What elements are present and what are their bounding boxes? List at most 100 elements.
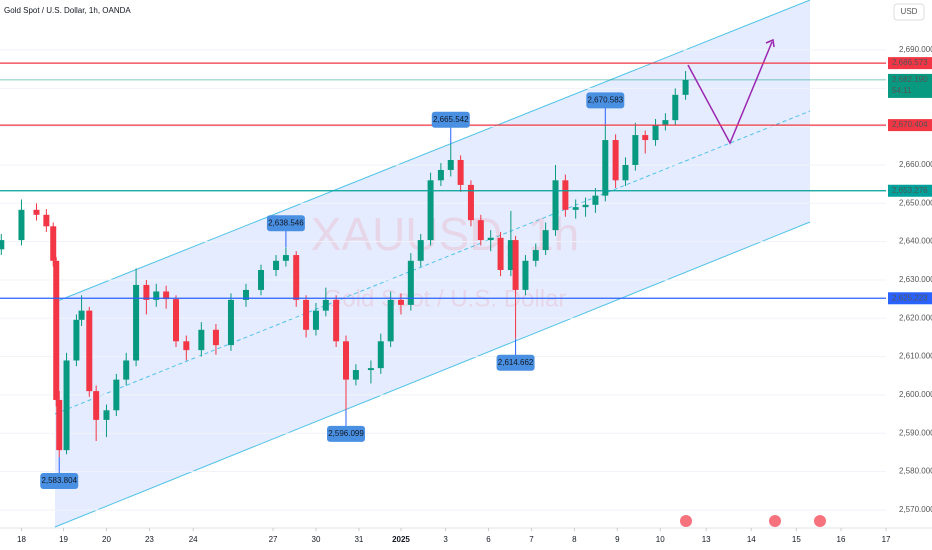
candle-body [582,204,589,208]
candle-body [397,299,404,305]
annotation-box [431,111,470,128]
candle-body [477,220,484,241]
y-tick-label: 2,580.000 [899,467,932,476]
y-tick-label: 2,620.000 [899,313,932,322]
channel-middle [54,110,811,415]
x-tick-label: 10 [656,535,665,544]
x-tick-label: 14 [747,535,756,544]
x-tick-label: 18 [17,535,26,544]
candle-body [43,214,50,227]
candle-body [352,370,359,380]
candle-body [427,180,434,241]
candle-body [312,310,319,330]
candle-body [662,120,669,126]
candle-body [333,299,340,342]
candle-body [33,209,40,215]
x-tick-label: 24 [189,535,198,544]
y-tick-label: 2,590.000 [899,428,932,437]
x-tick-label: 3 [443,535,448,544]
x-tick-label: 16 [837,535,846,544]
y-tick-label: 2,640.000 [899,237,932,246]
candle-body [143,284,150,300]
currency-button[interactable] [893,3,925,21]
candle-body [273,260,280,270]
candle-body [343,341,350,380]
level-label: 2,670.404 [892,120,928,129]
candle-body [532,250,539,261]
y-tick-label: 2,660.000 [899,160,932,169]
annotation-box [266,215,305,232]
candle-body [322,299,329,311]
candle-body [18,209,25,241]
x-tick-label: 8 [572,535,577,544]
candle-body [56,399,63,451]
candle-body [282,255,289,261]
annotation-label: 2,596.099 [328,429,364,438]
y-tick-label: 2,630.000 [899,275,932,284]
annotation-box [327,425,366,442]
price-axis: USD 2,570.000 2,580.000 2,590.000 2,600.000… [886,0,932,550]
candle-body [183,341,190,351]
candle-body [387,299,394,342]
event-icon[interactable] [769,515,781,527]
candle-body [417,240,424,261]
candle-body [303,299,310,330]
candle-body [212,329,219,346]
candle-body [612,140,619,181]
candle-body [522,260,529,290]
y-tick-label: 2,610.000 [899,352,932,361]
candle-body [86,310,93,392]
x-tick-label: 6 [486,535,491,544]
event-icon[interactable] [814,515,826,527]
candle-body [642,135,649,141]
x-tick-label: 20 [102,535,111,544]
x-tick-label: 30 [312,535,321,544]
candle-body [652,125,659,141]
x-tick-label: 2025 [392,535,410,544]
candle-body [622,164,629,181]
x-tick-label: 31 [354,535,363,544]
candle-body [542,230,549,251]
annotation-label: 2,638.546 [268,218,304,227]
x-tick-label: 7 [529,535,534,544]
level-tag [888,119,932,132]
candle-body [512,240,519,290]
projection-arrow [687,41,773,145]
candle-body [93,391,100,420]
candle-body [227,299,234,346]
candle-body [467,184,474,221]
level-tag [888,57,932,70]
candle-body [507,240,514,270]
x-tick-label: 15 [792,535,801,544]
candle-body [562,180,569,210]
candle-body [487,237,494,241]
countdown: 54:11 [892,86,912,95]
y-tick-label: 2,600.000 [899,390,932,399]
candle-body [123,360,130,380]
y-tick-label: 2,570.000 [899,505,932,514]
candle-body [53,260,60,400]
candle-body [293,255,300,300]
candle-body [552,180,559,231]
candle-body [367,368,374,371]
candle-body [407,260,414,305]
candle-body [73,319,80,361]
candle-body [173,299,180,342]
candle-body [632,135,639,165]
candle-body [133,284,140,361]
candle-body [602,140,609,196]
channel-lower [54,221,811,528]
annotation-box [40,473,79,490]
y-tick-label: 2,690.000 [899,45,932,54]
x-tick-label: 17 [882,535,891,544]
x-tick-label: 19 [59,535,68,544]
watermark: XAUUSD, 1h [311,208,579,260]
annotation-box [586,92,625,109]
candle-body [682,79,689,95]
candle-body [497,237,504,270]
last-price-label: 2,682.190 [892,75,928,84]
event-icon[interactable] [680,515,692,527]
level-label: 2,625.223 [892,293,928,302]
level-tag [888,292,932,305]
x-tick-label: 13 [702,535,711,544]
